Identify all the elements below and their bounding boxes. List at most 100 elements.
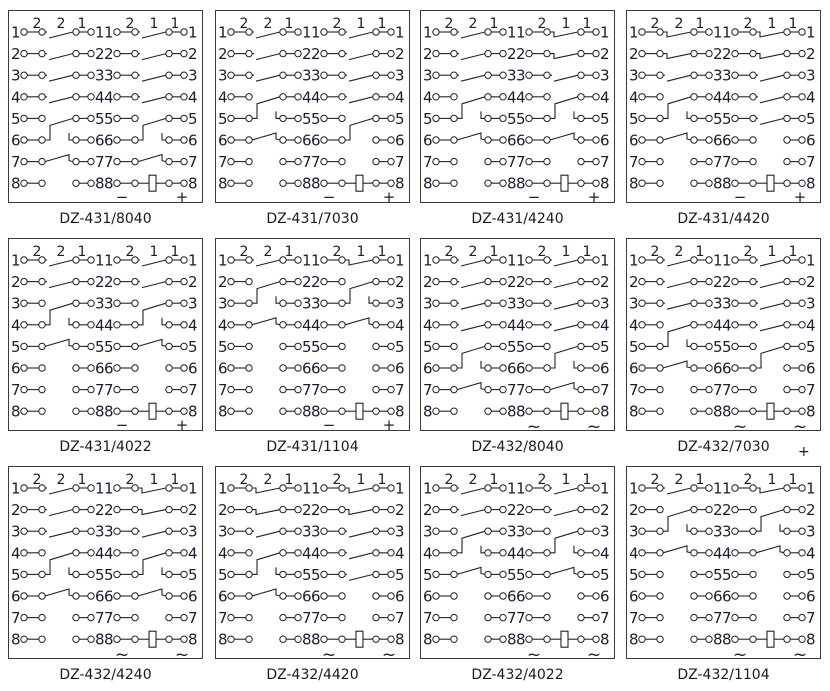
terminal: [227, 299, 235, 307]
terminal: [387, 549, 395, 557]
make-contact-blade: [141, 530, 167, 538]
terminal: [387, 256, 395, 264]
make-contact-blade: [460, 281, 486, 289]
row-number-right: 2: [95, 501, 105, 519]
terminal: [165, 613, 173, 622]
contact-group-right: 2 1 11 12 23 34 45 56 67 78 8~ ~: [722, 472, 816, 660]
changeover-common-blade: [138, 302, 167, 326]
terminal: [638, 114, 646, 123]
terminal: [372, 277, 380, 286]
row-number-right: 2: [188, 501, 198, 519]
terminal: [38, 635, 46, 643]
nc-contact-blade: [252, 509, 281, 516]
header-number: 1: [171, 472, 180, 488]
terminal: [338, 364, 346, 372]
terminal: [450, 505, 458, 514]
terminal: [387, 407, 395, 415]
row-number-right: 3: [95, 295, 105, 313]
row-number-left: 2: [722, 45, 732, 63]
make-contact-blade: [141, 31, 167, 39]
terminal: [543, 321, 551, 329]
terminal: [338, 136, 346, 144]
terminal: [450, 484, 458, 492]
terminal: [783, 407, 791, 415]
header-number: 1: [490, 244, 499, 260]
terminal: [320, 484, 328, 492]
nc-contact-blade: [345, 487, 374, 494]
row-number-left: 4: [722, 544, 732, 562]
terminal: [577, 592, 585, 600]
terminal: [294, 256, 302, 264]
terminal: [20, 635, 28, 643]
terminal: [227, 277, 235, 286]
terminal: [499, 71, 507, 79]
terminal: [543, 570, 551, 579]
row-number-left: 7: [104, 381, 114, 399]
row-number-right: 4: [806, 544, 816, 562]
changeover-nc-hook: [779, 524, 784, 532]
terminal: [180, 49, 188, 58]
model-label: DZ-431/8040: [59, 211, 152, 227]
terminal: [783, 505, 791, 514]
row-number-right: 6: [395, 588, 405, 606]
terminal: [543, 385, 551, 394]
row-number-right: 7: [395, 153, 405, 171]
terminal: [525, 157, 533, 166]
terminal: [180, 179, 188, 187]
terminal: [525, 321, 533, 329]
row-number-left: 2: [722, 501, 732, 519]
row-number-left: 7: [423, 609, 433, 627]
row-number-right: 1: [713, 24, 723, 42]
terminal: [749, 592, 757, 600]
row-number-left: 2: [218, 501, 228, 519]
terminal: [656, 342, 664, 351]
contact-group-right: 2 1 11 12 23 34 45 56 67 78 8− +: [516, 16, 610, 204]
terminal: [165, 114, 173, 123]
row-number-left: 8: [218, 403, 228, 421]
terminal: [320, 505, 328, 514]
terminal: [543, 364, 551, 372]
coil-polarity-right: ~: [587, 417, 601, 432]
terminal: [320, 592, 328, 600]
terminal: [113, 505, 121, 514]
row-number-right: 8: [95, 403, 105, 421]
contact-group-right: 2 1 11 12 23 34 45 56 67 78 8− +: [722, 16, 816, 204]
header-number: 2: [445, 472, 454, 488]
terminal: [731, 635, 739, 643]
terminal: [543, 157, 551, 166]
terminal: [131, 157, 139, 166]
break-contact-blade: [549, 132, 579, 141]
row-number-left: 4: [311, 316, 321, 334]
header-number: 1: [768, 16, 777, 32]
terminal: [72, 385, 80, 394]
terminal: [294, 613, 302, 622]
terminal: [543, 407, 551, 415]
terminal: [749, 505, 757, 514]
row-number-left: 6: [218, 588, 228, 606]
coil-polarity-left: ~: [733, 417, 747, 432]
coil-polarity-right: ~: [175, 645, 189, 660]
wiring-diagram: 2 2 11 12 23 34 45 56 67 78 82 1 11 12 23 34 45 56 67 78 8~ ~: [11, 472, 198, 660]
terminal: [525, 484, 533, 492]
relay-wiring-panel: 2 2 1 1 1 2 2 3 3 4 4 5 5 6 6 7 7 8 8 2 1 1 1 1 2 2 3 3 4 4 5 5 6 6 7 7 8 8 ~ ~: [626, 238, 821, 432]
terminal: [656, 364, 664, 372]
row-number-left: 8: [311, 175, 321, 193]
terminal: [450, 136, 458, 144]
terminal: [798, 299, 806, 307]
terminal: [690, 592, 698, 600]
row-number-left: 7: [218, 153, 228, 171]
terminal: [372, 71, 380, 79]
terminal: [450, 364, 458, 372]
terminal: [783, 342, 791, 351]
coil-symbol: [148, 402, 157, 420]
terminal: [690, 277, 698, 286]
row-number-left: 8: [629, 175, 639, 193]
row-number-right: 2: [507, 501, 517, 519]
terminal: [592, 321, 600, 329]
terminal: [72, 179, 80, 187]
terminal: [731, 385, 739, 394]
terminal: [656, 527, 664, 535]
terminal: [705, 527, 713, 535]
header-number: 2: [57, 244, 66, 260]
terminal: [131, 114, 139, 123]
